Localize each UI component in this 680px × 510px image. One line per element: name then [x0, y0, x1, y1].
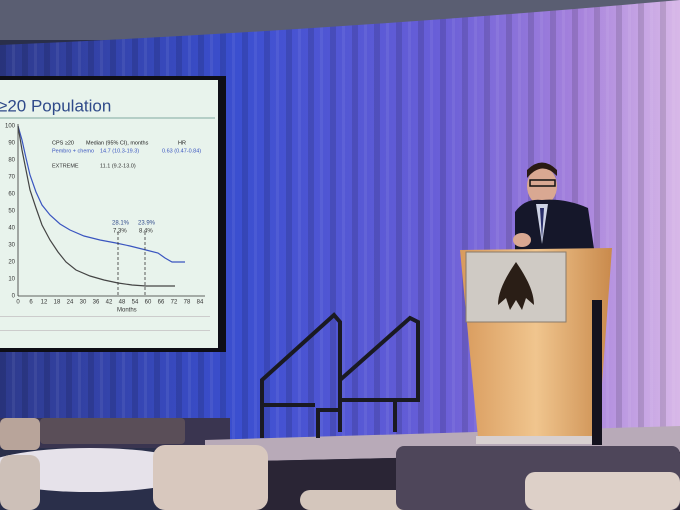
legend-header: HR — [178, 140, 186, 146]
legend-hr: 0.63 (0.47-0.84) — [162, 148, 201, 154]
x-axis-label: Months — [117, 308, 137, 314]
y-tick-label: 50 — [8, 209, 15, 215]
y-tick-label: 10 — [8, 277, 15, 283]
x-tick-label: 78 — [184, 300, 191, 306]
x-tick-label: 48 — [119, 300, 126, 306]
y-tick-label: 90 — [8, 141, 15, 147]
legend-median: 11.1 (9.2-13.0) — [100, 163, 136, 169]
x-tick-label: 72 — [171, 300, 178, 306]
curve-pembro — [17, 125, 185, 263]
y-tick-label: 40 — [8, 226, 15, 232]
x-tick-label: 6 — [29, 300, 33, 306]
x-tick-label: 36 — [93, 300, 100, 306]
y-tick-label: 80 — [8, 158, 15, 164]
speaker — [513, 162, 596, 262]
y-tick-label: 0 — [12, 294, 16, 300]
km-plot — [17, 124, 205, 297]
x-tick-label: 66 — [158, 300, 165, 306]
annotations: 28.1% 7.3% 23.9% 8.4% — [112, 221, 156, 235]
legend-median: 14.7 (10.3-19.3) — [100, 148, 139, 154]
x-tick-label: 42 — [106, 300, 113, 306]
y-tick-label: 70 — [8, 175, 15, 181]
x-tick-label: 60 — [145, 300, 152, 306]
annotation: 7.3% — [113, 229, 127, 235]
legend-header: CPS ≥20 — [52, 140, 74, 146]
x-tick-label: 84 — [197, 300, 204, 306]
x-tick-label: 24 — [67, 300, 74, 306]
legend-label: Pembro + chemo — [52, 148, 94, 154]
x-tick-label: 0 — [16, 300, 20, 306]
audience — [0, 418, 680, 510]
x-tick-label: 54 — [132, 300, 139, 306]
stairs-railing — [260, 312, 420, 438]
y-tick-label: 100 — [5, 124, 16, 130]
y-tick-label: 20 — [8, 260, 15, 266]
legend-header: Median (95% CI), months — [86, 140, 149, 146]
legend-label: EXTREME — [52, 163, 79, 169]
slide — [0, 80, 218, 348]
curve-extreme — [17, 125, 175, 287]
legend: CPS ≥20 Median (95% CI), months HR Pembr… — [52, 140, 201, 169]
x-tick-label: 12 — [41, 300, 48, 306]
annotation: 23.9% — [138, 221, 156, 227]
annotation: 28.1% — [112, 221, 130, 227]
risk-table — [0, 316, 210, 331]
y-tick-label: 30 — [8, 243, 15, 249]
annotation: 8.4% — [139, 229, 153, 235]
y-tick-label: 60 — [8, 192, 15, 198]
x-tick-label: 18 — [54, 300, 61, 306]
x-tick-label: 30 — [80, 300, 87, 306]
slide-title: ≥20 Population — [0, 96, 111, 115]
podium — [460, 248, 612, 445]
